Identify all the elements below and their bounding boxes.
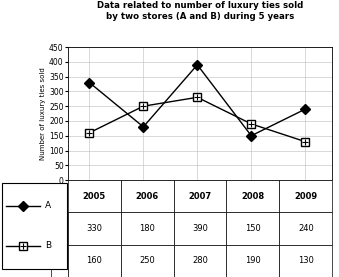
Text: B: B [45, 241, 51, 250]
Text: by two stores (A and B) during 5 years: by two stores (A and B) during 5 years [106, 12, 294, 20]
Text: Data related to number of luxury ties sold: Data related to number of luxury ties so… [97, 1, 303, 10]
FancyBboxPatch shape [2, 183, 67, 269]
Y-axis label: Number of luxury ties sold: Number of luxury ties sold [40, 67, 46, 160]
Text: A: A [45, 201, 51, 210]
